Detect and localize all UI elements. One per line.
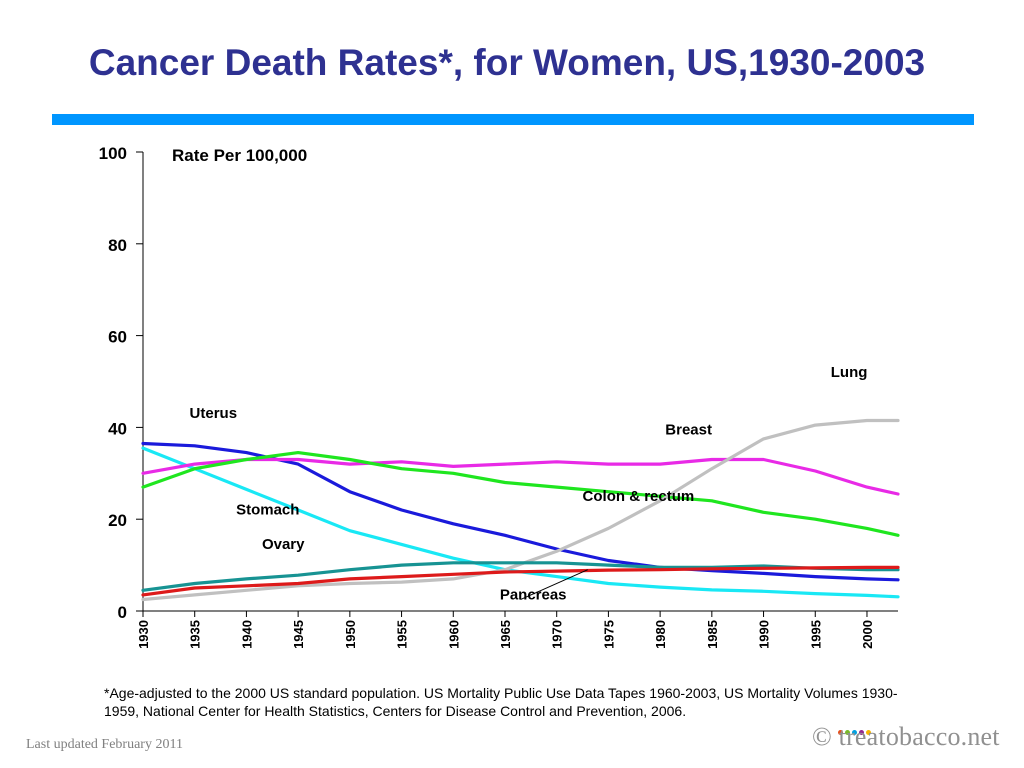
- series-label-uterus: Uterus: [190, 405, 238, 422]
- x-tick-label: 2000: [860, 620, 875, 649]
- brand-dots: [838, 722, 873, 740]
- brand-dot: [859, 730, 864, 735]
- x-tick-label: 1965: [498, 620, 513, 649]
- x-tick-label: 1980: [653, 620, 668, 649]
- x-tick-label: 1950: [343, 620, 358, 649]
- x-tick-label: 1960: [446, 620, 461, 649]
- brand-dot: [838, 730, 843, 735]
- series-line-colon-rectum: [141, 451, 900, 537]
- chart-series-labels: Uterus Stomach Breast Colon & rectum Lung Ova…: [190, 364, 868, 604]
- series-line-lung: [141, 418, 900, 602]
- last-updated-note: Last updated February 2011: [26, 737, 183, 752]
- brand-dot: [866, 730, 871, 735]
- y-tick-label: 60: [108, 328, 127, 347]
- x-tick-label: 1955: [395, 620, 410, 649]
- x-tick-label: 1990: [757, 620, 772, 649]
- x-tick-label: 1985: [705, 620, 720, 649]
- x-tick-label: 1970: [550, 620, 565, 649]
- series-label-breast: Breast: [665, 421, 712, 438]
- series-line-pancreas: [141, 565, 900, 597]
- x-tick-label: 1995: [808, 620, 823, 649]
- y-tick-label: 80: [108, 236, 127, 255]
- brand-dot: [852, 730, 857, 735]
- pancreas-pointer-line: [520, 569, 588, 600]
- x-tick-label: 1930: [136, 620, 151, 649]
- y-tick-label: 20: [108, 511, 127, 530]
- chart-axes: 0 20 40 60 80 100 1930 1935 1940 1945 1950 1955 1960…: [99, 144, 898, 649]
- series-label-stomach: Stomach: [236, 502, 299, 519]
- x-tick-label: 1945: [291, 620, 306, 649]
- series-label-colon-rectum: Colon & rectum: [583, 488, 695, 505]
- footnote: *Age-adjusted to the 2000 US standard po…: [104, 685, 898, 719]
- y-tick-label: 0: [118, 603, 127, 622]
- series-label-lung: Lung: [831, 364, 868, 381]
- chart-series: [141, 418, 900, 602]
- x-tick-label: 1935: [188, 620, 203, 649]
- x-tick-label: 1940: [239, 620, 254, 649]
- brand-logo: © treatobacco.net: [812, 722, 1000, 751]
- line-chart: 0 20 40 60 80 100 1930 1935 1940 1945 1950 1955 1960…: [99, 144, 900, 649]
- series-label-pancreas: Pancreas: [500, 587, 567, 604]
- y-tick-label: 100: [99, 144, 127, 163]
- y-tick-label: 40: [108, 419, 127, 438]
- brand-dot: [845, 730, 850, 735]
- page-title: Cancer Death Rates*, for Women, US,1930-…: [88, 42, 926, 83]
- x-tick-label: 1975: [601, 620, 616, 649]
- y-axis-label: Rate Per 100,000: [172, 146, 307, 165]
- series-label-ovary: Ovary: [262, 536, 305, 553]
- title-rule: [52, 114, 974, 125]
- series-line-breast: [141, 457, 900, 496]
